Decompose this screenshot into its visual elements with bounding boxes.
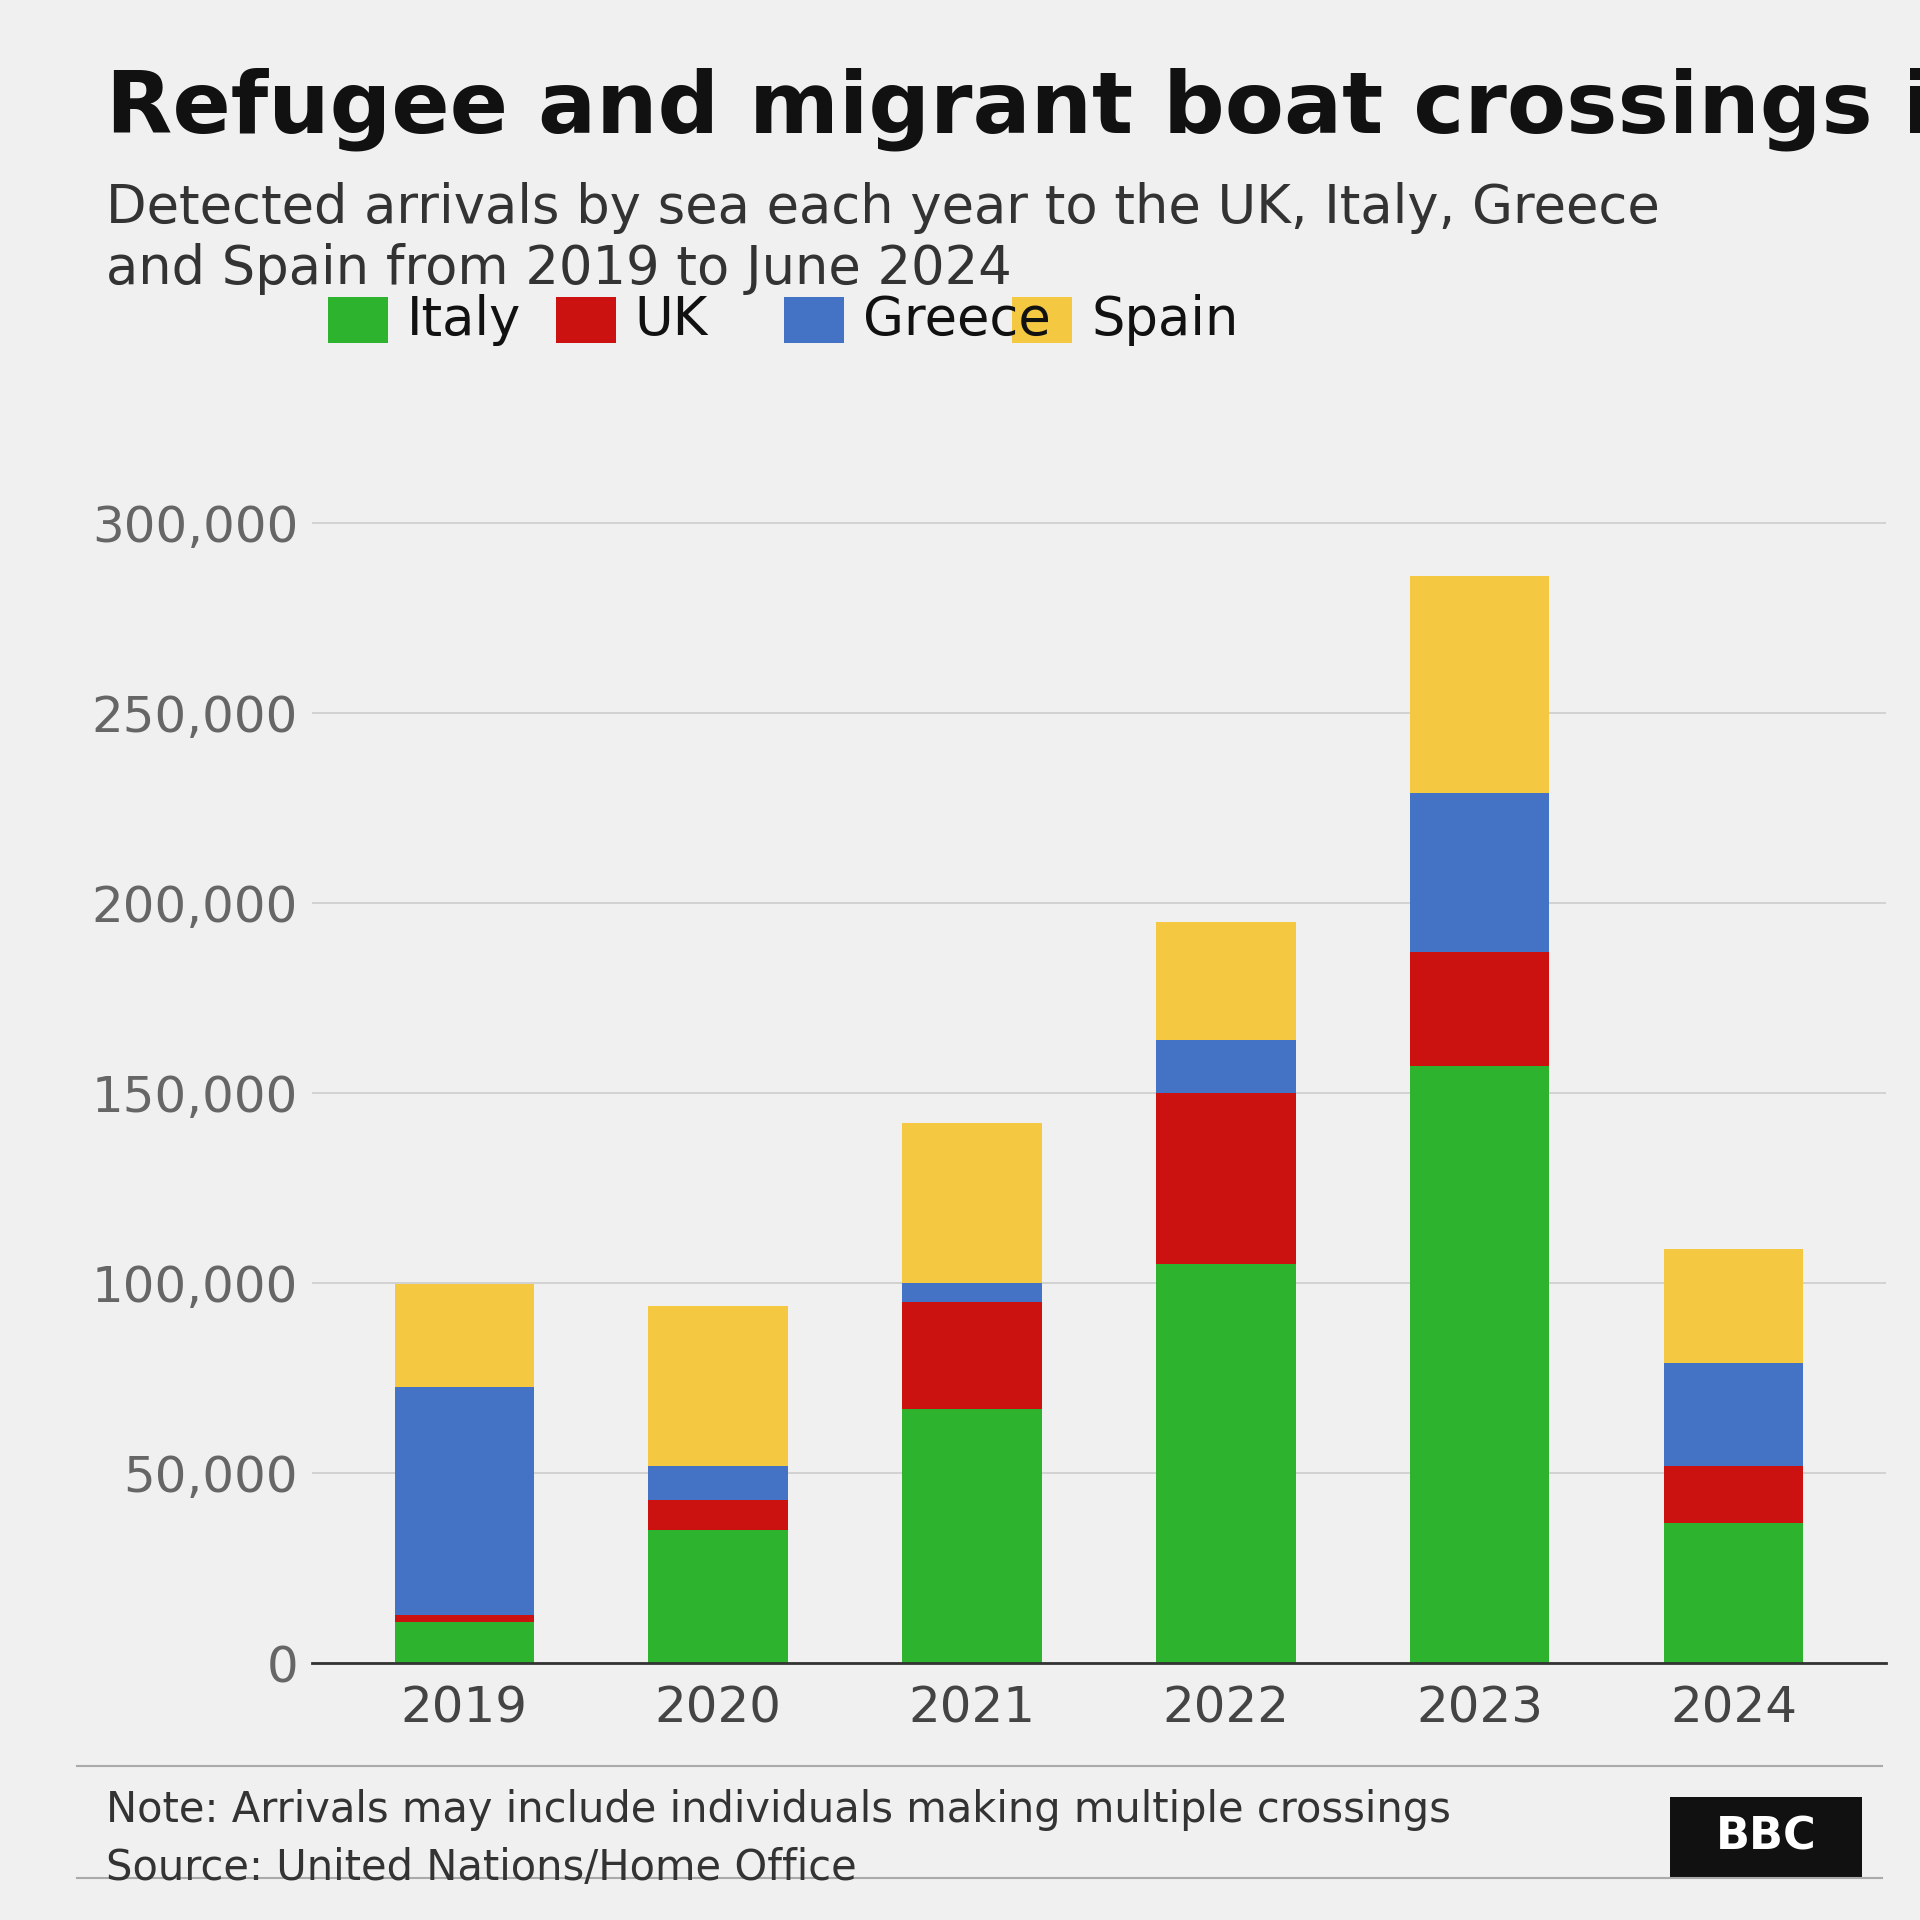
Text: Detected arrivals by sea each year to the UK, Italy, Greece
and Spain from 2019 : Detected arrivals by sea each year to th… bbox=[106, 182, 1659, 294]
Bar bbox=[394, 1615, 534, 1622]
Bar bbox=[1409, 576, 1549, 793]
Bar bbox=[902, 1123, 1043, 1283]
Bar bbox=[902, 1409, 1043, 1663]
Bar bbox=[394, 1386, 534, 1615]
FancyBboxPatch shape bbox=[557, 298, 616, 344]
Bar bbox=[649, 1500, 787, 1530]
Bar bbox=[1156, 1263, 1296, 1663]
FancyBboxPatch shape bbox=[783, 298, 845, 344]
Text: Note: Arrivals may include individuals making multiple crossings: Note: Arrivals may include individuals m… bbox=[106, 1789, 1450, 1832]
Bar bbox=[1156, 1092, 1296, 1263]
FancyBboxPatch shape bbox=[328, 298, 388, 344]
Bar bbox=[1665, 1248, 1803, 1363]
Bar bbox=[902, 1283, 1043, 1302]
Text: Italy: Italy bbox=[407, 294, 520, 346]
Bar bbox=[1409, 1066, 1549, 1663]
Bar bbox=[902, 1302, 1043, 1409]
Text: UK: UK bbox=[636, 294, 708, 346]
Text: Source: United Nations/Home Office: Source: United Nations/Home Office bbox=[106, 1847, 856, 1889]
Text: Spain: Spain bbox=[1091, 294, 1238, 346]
Bar bbox=[1156, 922, 1296, 1041]
Bar bbox=[1409, 952, 1549, 1066]
Bar bbox=[1409, 793, 1549, 952]
Bar bbox=[1665, 1465, 1803, 1523]
Bar bbox=[394, 1284, 534, 1386]
Bar bbox=[1665, 1363, 1803, 1465]
Bar bbox=[1665, 1523, 1803, 1663]
Bar bbox=[649, 1306, 787, 1465]
Bar bbox=[649, 1465, 787, 1500]
Bar bbox=[649, 1530, 787, 1663]
Text: BBC: BBC bbox=[1716, 1816, 1816, 1859]
FancyBboxPatch shape bbox=[1012, 298, 1071, 344]
Bar bbox=[1156, 1041, 1296, 1092]
Bar bbox=[394, 1622, 534, 1663]
Text: Greece: Greece bbox=[862, 294, 1050, 346]
Text: Refugee and migrant boat crossings in Europe: Refugee and migrant boat crossings in Eu… bbox=[106, 67, 1920, 150]
